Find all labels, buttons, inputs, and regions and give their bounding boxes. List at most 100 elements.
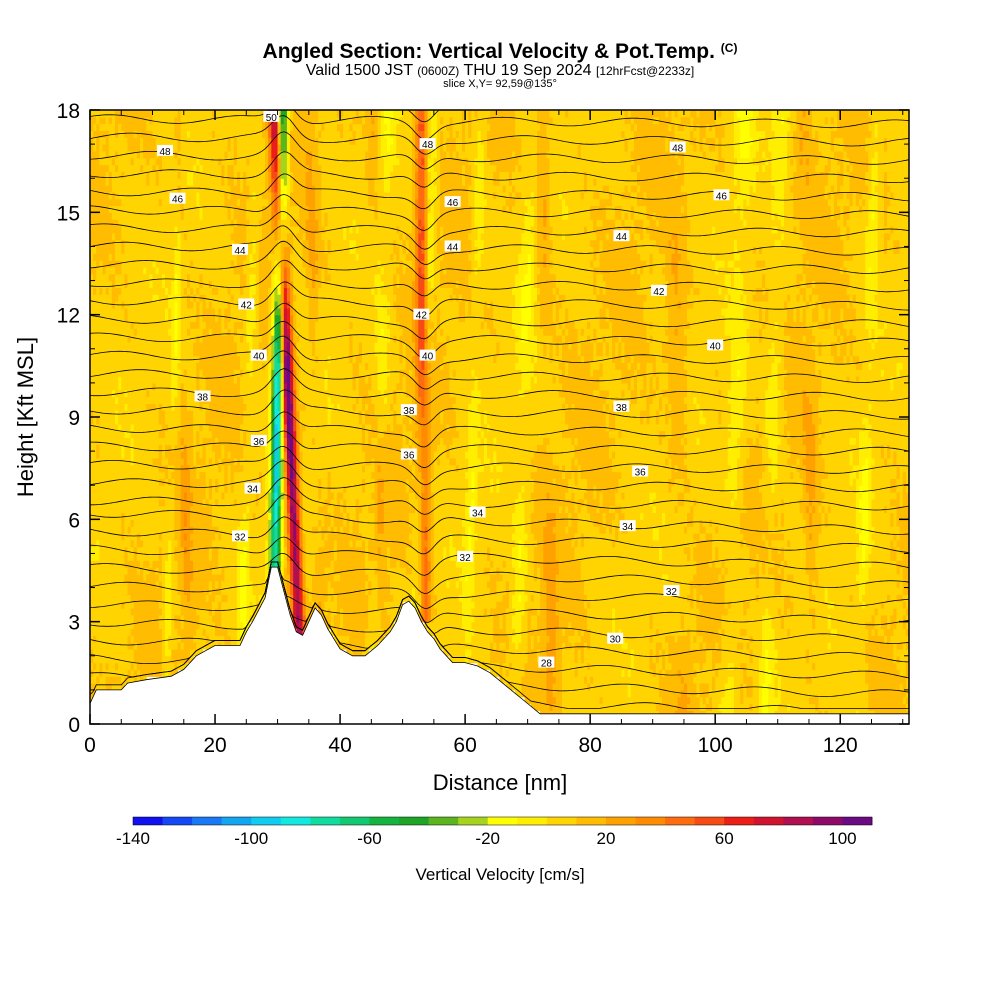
velocity-cell xyxy=(127,498,132,507)
velocity-cell xyxy=(127,116,132,125)
velocity-cell xyxy=(155,355,160,364)
velocity-cell xyxy=(152,137,157,145)
velocity-cell xyxy=(174,253,179,261)
velocity-cell xyxy=(171,389,175,398)
velocity-cell xyxy=(105,232,110,241)
velocity-cell xyxy=(233,526,238,534)
velocity-cell xyxy=(133,648,138,657)
velocity-cell xyxy=(127,635,132,643)
velocity-cell xyxy=(224,485,229,493)
velocity-cell xyxy=(165,253,169,261)
velocity-cell xyxy=(93,505,97,514)
velocity-cell xyxy=(193,205,197,213)
velocity-cell xyxy=(99,648,104,657)
velocity-cell xyxy=(161,614,166,623)
velocity-cell xyxy=(115,389,119,398)
velocity-cell xyxy=(233,171,238,179)
velocity-cell xyxy=(208,348,213,357)
velocity-cell xyxy=(133,110,138,118)
velocity-cell xyxy=(215,451,219,459)
velocity-cell xyxy=(90,130,94,138)
velocity-cell xyxy=(215,471,219,479)
velocity-cell xyxy=(171,178,175,186)
velocity-cell xyxy=(190,553,194,561)
velocity-cell xyxy=(215,328,219,336)
velocity-cell xyxy=(165,314,169,323)
velocity-cell xyxy=(168,389,172,398)
velocity-cell xyxy=(115,573,119,582)
velocity-cell xyxy=(111,587,116,595)
velocity-cell xyxy=(196,205,201,213)
velocity-cell xyxy=(233,198,238,207)
velocity-cell xyxy=(149,389,154,398)
velocity-cell xyxy=(215,601,219,609)
velocity-cell xyxy=(165,307,169,316)
velocity-cell xyxy=(165,485,169,493)
velocity-cell xyxy=(208,362,213,370)
velocity-cell xyxy=(130,157,135,166)
velocity-cell xyxy=(99,444,104,452)
velocity-cell xyxy=(165,273,169,282)
velocity-cell xyxy=(218,212,222,220)
velocity-cell xyxy=(93,382,97,391)
velocity-cell xyxy=(233,437,238,445)
velocity-cell xyxy=(236,492,241,500)
velocity-cell xyxy=(158,389,163,398)
velocity-cell xyxy=(158,219,163,227)
velocity-cell xyxy=(111,137,116,145)
velocity-cell xyxy=(155,526,160,534)
velocity-cell xyxy=(140,205,144,213)
velocity-cell xyxy=(115,321,119,329)
velocity-cell xyxy=(133,396,138,404)
velocity-cell xyxy=(233,307,238,316)
velocity-cell xyxy=(158,260,163,268)
velocity-cell xyxy=(171,116,175,125)
velocity-cell xyxy=(136,662,141,671)
velocity-cell xyxy=(108,492,113,500)
velocity-cell xyxy=(168,301,172,309)
velocity-cell xyxy=(149,410,154,418)
velocity-cell xyxy=(102,635,107,643)
velocity-cell xyxy=(143,573,147,582)
velocity-cell xyxy=(96,594,100,602)
velocity-cell xyxy=(121,642,125,650)
velocity-cell xyxy=(124,328,129,336)
velocity-cell xyxy=(108,307,113,316)
velocity-cell xyxy=(155,560,160,568)
velocity-cell xyxy=(190,178,194,186)
velocity-cell xyxy=(221,110,226,118)
velocity-cell xyxy=(190,642,194,650)
velocity-cell xyxy=(202,492,207,500)
velocity-cell xyxy=(224,382,229,391)
velocity-cell xyxy=(124,157,129,166)
velocity-cell xyxy=(121,369,125,377)
velocity-cell xyxy=(174,382,179,391)
velocity-cell xyxy=(208,307,213,316)
velocity-cell xyxy=(130,335,135,343)
velocity-cell xyxy=(243,601,247,609)
velocity-cell xyxy=(186,492,191,500)
velocity-cell xyxy=(130,232,135,241)
velocity-cell xyxy=(102,676,107,684)
velocity-cell xyxy=(146,655,150,664)
velocity-cell xyxy=(161,498,166,507)
velocity-cell xyxy=(121,532,125,541)
velocity-cell xyxy=(133,232,138,241)
velocity-cell xyxy=(205,191,210,200)
velocity-cell xyxy=(199,335,204,343)
velocity-cell xyxy=(136,471,141,479)
velocity-cell xyxy=(118,212,122,220)
velocity-cell xyxy=(130,601,135,609)
velocity-cell xyxy=(146,662,150,671)
velocity-cell xyxy=(93,137,97,145)
velocity-cell xyxy=(240,219,244,227)
velocity-cell xyxy=(161,355,166,364)
velocity-cell xyxy=(124,266,129,275)
velocity-cell xyxy=(221,341,226,350)
velocity-cell xyxy=(124,123,129,132)
velocity-cell xyxy=(193,532,197,541)
velocity-cell xyxy=(196,123,201,132)
velocity-cell xyxy=(108,341,113,350)
velocity-cell xyxy=(224,430,229,439)
velocity-cell xyxy=(211,587,216,595)
